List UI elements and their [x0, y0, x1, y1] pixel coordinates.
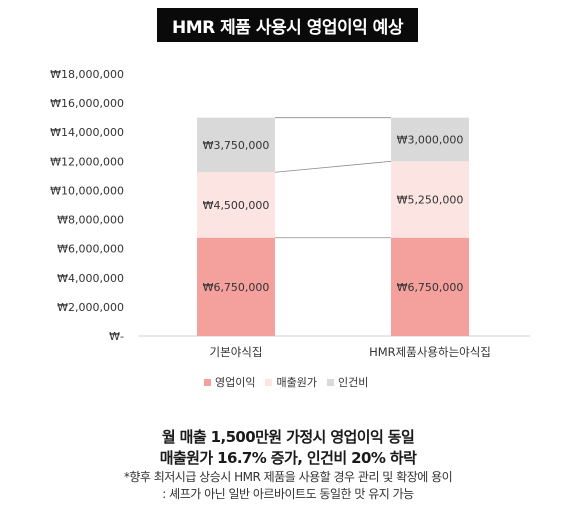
- legend-item-cost-of-sales: 매출원가: [265, 374, 317, 390]
- bar-segment-labor-cost: [391, 117, 469, 162]
- legend-label-cost-of-sales: 매출원가: [276, 376, 317, 389]
- data-label-operating-profit: ₩6,750,000: [397, 281, 464, 294]
- series-connector-line: [274, 160, 392, 173]
- legend: 영업이익 매출원가 인건비: [204, 374, 368, 390]
- legend-swatch-operating-profit: [204, 378, 211, 386]
- legend-item-operating-profit: 영업이익: [204, 374, 255, 390]
- legend-label-labor-cost: 인건비: [337, 376, 369, 389]
- y-tick-label: ₩-: [109, 330, 124, 343]
- y-tick-label: ₩2,000,000: [57, 301, 124, 314]
- data-label-cost-of-sales: ₩5,250,000: [397, 194, 464, 207]
- caption-headline-2: 매출원가 16.7% 증가, 인건비 20% 하락: [159, 449, 417, 467]
- y-tick-label: ₩14,000,000: [50, 126, 124, 139]
- stacked-bar-chart: ₩- ₩2,000,000 ₩4,000,000 ₩6,000,000 ₩8,000,0…: [50, 68, 530, 359]
- bar-segment-cost-of-sales: [197, 172, 275, 238]
- category-label: 기본야식집: [210, 345, 263, 359]
- y-tick-label: ₩6,000,000: [57, 243, 124, 256]
- y-tick-label: ₩16,000,000: [50, 97, 124, 110]
- bar-segment-operating-profit: [197, 237, 275, 336]
- caption-note-2: : 셰프가 아닌 일반 아르바이트도 동일한 맛 유지 가능: [162, 487, 414, 501]
- y-tick-label: ₩10,000,000: [50, 184, 124, 197]
- y-tick-label: ₩8,000,000: [57, 214, 124, 227]
- data-label-cost-of-sales: ₩4,500,000: [203, 199, 270, 212]
- category-label: HMR제품사용하는야식집: [369, 345, 491, 359]
- bar-segment-cost-of-sales: [391, 161, 469, 238]
- legend-swatch-labor-cost: [326, 378, 334, 386]
- legend-item-labor-cost: 인건비: [326, 374, 369, 390]
- y-tick-label: ₩18,000,000: [50, 68, 124, 81]
- data-label-labor-cost: ₩3,750,000: [203, 139, 270, 152]
- caption-headline-1: 월 매출 1,500만원 가정시 영업이익 동일: [161, 428, 415, 446]
- chart-title: HMR 제품 사용시 영업이익 예상: [157, 8, 418, 42]
- bar-segment-operating-profit: [391, 237, 469, 336]
- bar-segment-labor-cost: [197, 117, 275, 173]
- legend-swatch-cost-of-sales: [265, 378, 273, 386]
- caption-note-1: *향후 최저시급 상승시 HMR 제품을 사용할 경우 관리 및 확장에 용이: [123, 470, 453, 484]
- data-label-operating-profit: ₩6,750,000: [203, 281, 270, 294]
- y-tick-label: ₩4,000,000: [57, 272, 124, 285]
- legend-label-operating-profit: 영업이익: [215, 376, 256, 389]
- caption: 월 매출 1,500만원 가정시 영업이익 동일 매출원가 16.7% 증가, …: [0, 427, 576, 503]
- data-label-labor-cost: ₩3,000,000: [397, 134, 464, 147]
- y-tick-label: ₩12,000,000: [50, 155, 124, 168]
